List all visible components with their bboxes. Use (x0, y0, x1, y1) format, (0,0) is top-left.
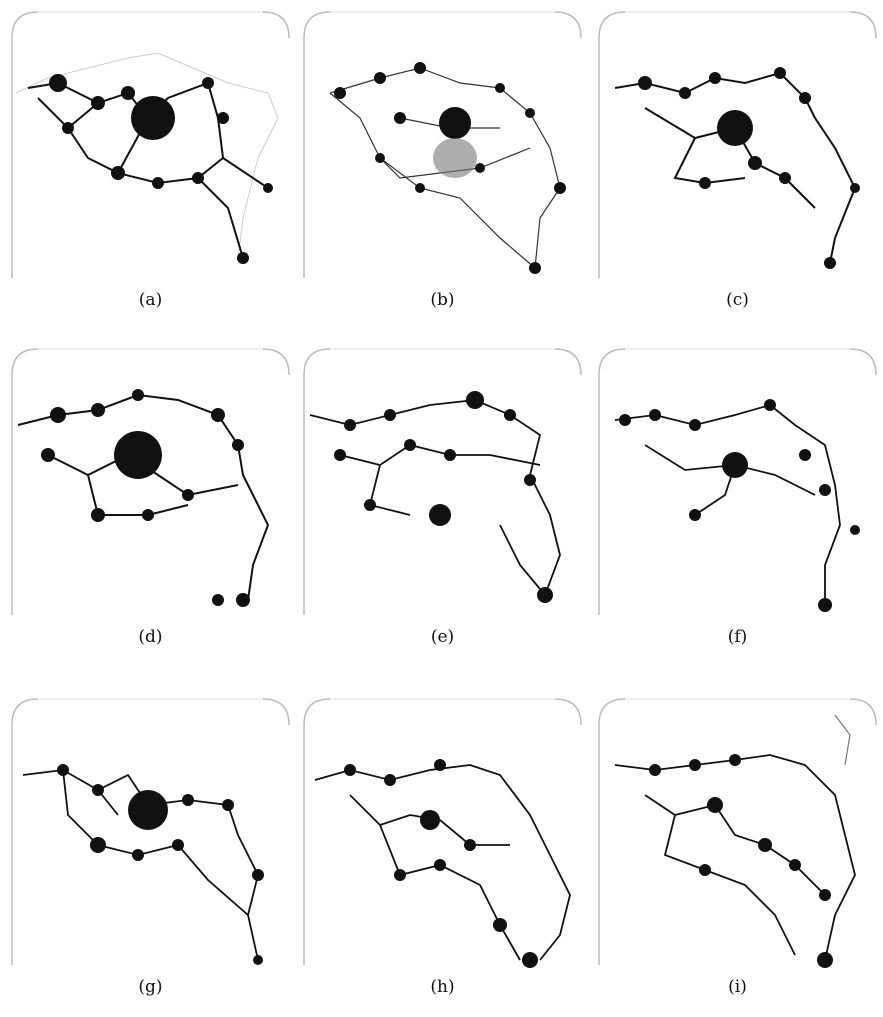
panel-c: (c) (595, 8, 880, 328)
network-image-a (11, 11, 290, 278)
panel-i: (i) (595, 695, 880, 1015)
network-image-d (11, 348, 290, 615)
panel-e: (e) (300, 345, 585, 665)
network-image-b (303, 11, 582, 278)
panel-d: (d) (8, 345, 293, 665)
panel-caption-d: (d) (138, 627, 163, 647)
network-image-i (598, 698, 877, 968)
panel-caption-g: (g) (138, 977, 163, 997)
network-image-g (11, 698, 290, 965)
panel-caption-f: (f) (727, 627, 748, 647)
panel-caption-i: (i) (728, 977, 747, 997)
panel-caption-c: (c) (726, 290, 749, 310)
network-image-f (598, 348, 877, 615)
network-image-c (598, 11, 877, 278)
panel-caption-h: (h) (430, 977, 455, 997)
network-image-e (303, 348, 582, 615)
panel-g: (g) (8, 695, 293, 1015)
panel-caption-a: (a) (138, 290, 163, 310)
panel-a: (a) (8, 8, 293, 328)
panel-f: (f) (595, 345, 880, 665)
panel-caption-e: (e) (430, 627, 455, 647)
panel-h: (h) (300, 695, 585, 1015)
network-image-h (303, 698, 582, 968)
panel-b: (b) (300, 8, 585, 328)
panel-caption-b: (b) (430, 290, 455, 310)
